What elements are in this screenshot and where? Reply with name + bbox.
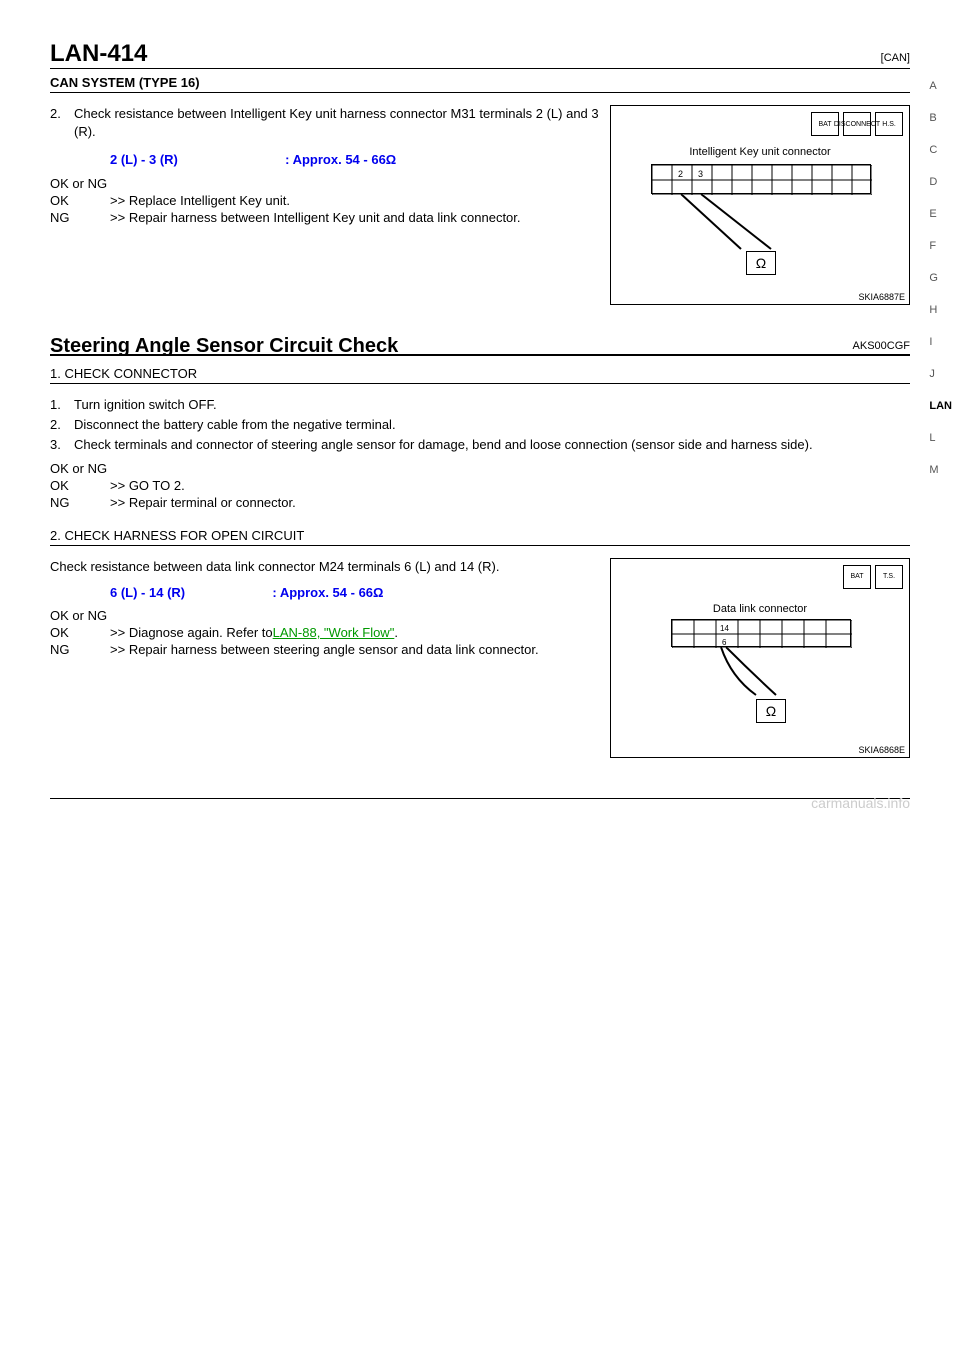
connector-svg: 2 3	[652, 165, 872, 195]
ng-label: NG	[50, 495, 110, 510]
svg-text:6: 6	[722, 638, 727, 647]
ng-text: Repair harness between steering angle se…	[129, 642, 539, 657]
side-tab: C	[929, 144, 952, 156]
ok-text: Replace Intelligent Key unit.	[129, 193, 290, 208]
ng-arrow: >>	[110, 642, 125, 657]
ng-arrow: >>	[110, 495, 125, 510]
step-text: Disconnect the battery cable from the ne…	[74, 416, 396, 434]
ng-label: NG	[50, 642, 110, 657]
side-tab: I	[929, 336, 952, 348]
ng-text: Repair harness between Intelligent Key u…	[129, 210, 521, 225]
measurement-terminals: 6 (L) - 14 (R)	[110, 585, 185, 600]
step-text: Turn ignition switch OFF.	[74, 396, 217, 414]
step-text: Check resistance between Intelligent Key…	[74, 105, 600, 141]
probe-svg	[671, 647, 851, 707]
ok-arrow: >>	[110, 625, 125, 640]
side-tab-active: LAN	[929, 400, 952, 412]
svg-text:14: 14	[720, 624, 729, 633]
ok-label: OK	[50, 625, 110, 640]
ok-text: GO TO 2.	[129, 478, 185, 493]
svg-text:3: 3	[698, 169, 703, 179]
ng-arrow: >>	[110, 210, 125, 225]
side-tab: G	[929, 272, 952, 284]
measurement-result: : Approx. 54 - 66Ω	[285, 152, 396, 167]
svg-text:2: 2	[678, 169, 683, 179]
workflow-link[interactable]: LAN-88, "Work Flow"	[273, 625, 395, 640]
ts-icon: T.S.	[875, 565, 903, 589]
ng-text: Repair terminal or connector.	[129, 495, 296, 510]
watermark: carmanuals.info	[811, 795, 910, 811]
diagram-code: SKIA6868E	[858, 745, 905, 755]
header-subhead: CAN SYSTEM (TYPE 16)	[50, 75, 910, 90]
diagram-title: Data link connector	[611, 603, 909, 615]
side-tab: F	[929, 240, 952, 252]
measurement-terminals: 2 (L) - 3 (R)	[110, 152, 178, 167]
ohm-meter-icon: Ω	[756, 699, 786, 723]
ohm-meter-icon: Ω	[746, 251, 776, 275]
step-text: Check terminals and connector of steerin…	[74, 436, 813, 454]
header-can: [CAN]	[881, 52, 910, 64]
side-tab: D	[929, 176, 952, 188]
connector-svg: 14 6	[672, 620, 852, 648]
side-tab: E	[929, 208, 952, 220]
section3-heading: 2. CHECK HARNESS FOR OPEN CIRCUIT	[50, 528, 910, 543]
diagram-intelligent-key: BAT DISCONNECT H.S. Intelligent Key unit…	[610, 105, 910, 305]
side-tab: H	[929, 304, 952, 316]
okng-question: OK or NG	[50, 461, 910, 476]
side-tab: J	[929, 368, 952, 380]
side-tab: L	[929, 432, 952, 444]
section2-heading: 1. CHECK CONNECTOR	[50, 366, 910, 381]
ok-text1: Diagnose again. Refer to	[129, 625, 273, 640]
ok-text2: .	[394, 625, 398, 640]
bat-icon: BAT	[843, 565, 871, 589]
diagram-data-link: BAT T.S. Data link connector 14 6	[610, 558, 910, 758]
disconnect-icon: DISCONNECT	[843, 112, 871, 136]
step-num: 2.	[50, 105, 74, 141]
diagram-title: Intelligent Key unit connector	[611, 146, 909, 158]
side-tab-list: A B C D E F G H I J LAN L M	[929, 60, 952, 496]
diagram-code: SKIA6887E	[858, 292, 905, 302]
side-tab: A	[929, 80, 952, 92]
ok-arrow: >>	[110, 193, 125, 208]
ng-label: NG	[50, 210, 110, 225]
side-tab: M	[929, 464, 952, 476]
ok-arrow: >>	[110, 478, 125, 493]
side-tab: B	[929, 112, 952, 124]
page-number: LAN-414	[50, 40, 147, 68]
hs-icon: H.S.	[875, 112, 903, 136]
ok-label: OK	[50, 478, 110, 493]
ok-label: OK	[50, 193, 110, 208]
measurement-result: : Approx. 54 - 66Ω	[272, 585, 383, 600]
